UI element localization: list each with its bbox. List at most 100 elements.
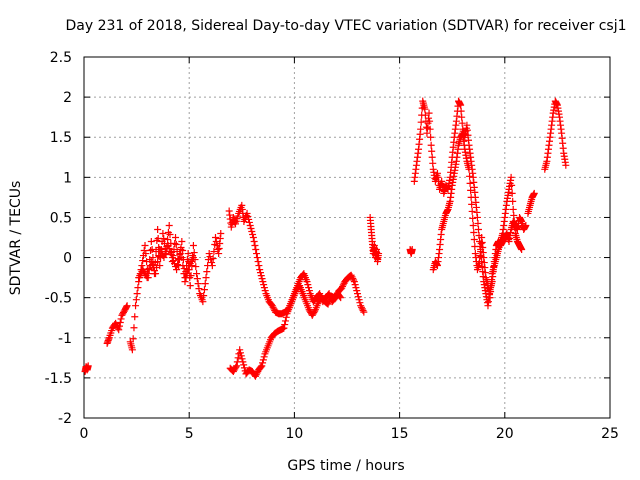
data-point: [172, 234, 180, 241]
data-point: [217, 229, 225, 237]
data-point: [486, 294, 494, 302]
data-point: [145, 266, 153, 274]
data-point: [417, 118, 425, 126]
data-point: [116, 322, 124, 330]
data-point: [270, 305, 278, 313]
data-point: [338, 284, 346, 292]
data-point: [251, 242, 259, 250]
y-tick-label: 0.5: [50, 210, 72, 226]
data-point: [205, 250, 213, 258]
data-point: [458, 113, 466, 121]
data-point: [408, 246, 416, 254]
data-point: [130, 324, 138, 332]
data-point: [259, 356, 267, 364]
data-point: [232, 363, 240, 371]
data-point: [470, 228, 478, 236]
x-axis-label: GPS time / hours: [287, 458, 404, 474]
data-point: [257, 272, 265, 280]
data-point: [467, 186, 475, 194]
data-point: [193, 270, 201, 278]
y-tick-label: -2: [58, 411, 72, 427]
data-point: [375, 250, 383, 258]
data-point: [165, 221, 173, 229]
data-point: [258, 362, 266, 370]
data-point: [154, 225, 162, 233]
data-point: [427, 141, 435, 149]
x-tick-label: 20: [496, 426, 514, 442]
data-point: [160, 235, 168, 243]
data-point: [154, 258, 162, 266]
data-point: [359, 307, 367, 315]
data-point: [210, 248, 218, 256]
data-point: [252, 371, 260, 379]
data-point: [249, 230, 257, 238]
data-point: [470, 236, 478, 244]
data-point: [190, 249, 198, 257]
data-point: [184, 250, 192, 258]
y-tick-label: 1: [63, 170, 72, 186]
x-tick-label: 15: [391, 426, 409, 442]
data-point: [208, 262, 216, 270]
data-point: [148, 261, 156, 269]
data-point: [199, 298, 207, 306]
data-point: [187, 272, 195, 280]
data-point: [281, 317, 289, 325]
data-point: [311, 307, 319, 315]
data-point: [123, 302, 131, 310]
data-point: [269, 303, 277, 311]
data-point: [132, 296, 140, 304]
data-point: [457, 107, 465, 115]
data-point: [212, 234, 219, 241]
data-point: [141, 242, 149, 250]
data-point: [253, 250, 261, 258]
data-point: [562, 161, 570, 169]
data-point: [477, 240, 485, 248]
data-point: [256, 269, 264, 277]
y-tick-label: -1.5: [45, 371, 72, 387]
data-point: [208, 259, 216, 267]
data-point: [488, 276, 496, 284]
x-tick-label: 25: [601, 426, 619, 442]
data-point: [236, 349, 244, 357]
data-point: [357, 302, 365, 310]
data-point: [349, 274, 357, 282]
data-point: [201, 280, 209, 288]
data-point: [428, 147, 436, 155]
data-point: [245, 215, 253, 223]
data-point: [139, 257, 147, 265]
data-point: [243, 209, 251, 217]
data-point: [510, 211, 518, 219]
data-point: [425, 109, 433, 117]
data-point: [475, 225, 482, 233]
data-point: [356, 299, 364, 307]
data-point: [467, 193, 475, 201]
data-point: [422, 123, 430, 131]
data-point: [177, 246, 185, 254]
data-point: [253, 369, 261, 377]
data-point: [458, 119, 466, 127]
data-point: [508, 181, 516, 189]
data-point: [255, 262, 263, 270]
data-point: [182, 274, 190, 282]
data-point: [259, 359, 267, 367]
data-point: [244, 212, 252, 220]
data-point: [337, 294, 345, 302]
data-point: [170, 260, 178, 268]
data-point: [508, 189, 516, 197]
data-point: [509, 205, 517, 213]
data-point: [476, 258, 484, 266]
data-point: [168, 254, 176, 262]
data-point: [487, 282, 495, 290]
data-point: [138, 262, 146, 270]
data-point: [181, 278, 189, 286]
data-point: [214, 246, 222, 254]
data-point: [257, 363, 265, 371]
plot-frame: [83, 56, 611, 419]
data-point: [129, 335, 137, 343]
data-point: [355, 296, 363, 304]
data-point: [131, 313, 139, 321]
data-point: [304, 281, 312, 289]
data-point: [203, 268, 211, 276]
data-point: [166, 248, 174, 256]
data-point: [173, 266, 181, 274]
